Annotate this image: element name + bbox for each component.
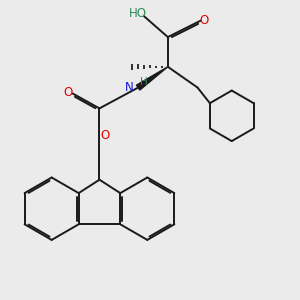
Text: O: O (200, 14, 209, 27)
Text: H: H (140, 77, 147, 87)
Text: O: O (64, 85, 73, 98)
Polygon shape (136, 67, 168, 90)
Text: O: O (101, 129, 110, 142)
Text: N: N (125, 81, 134, 94)
Text: HO: HO (128, 7, 146, 20)
